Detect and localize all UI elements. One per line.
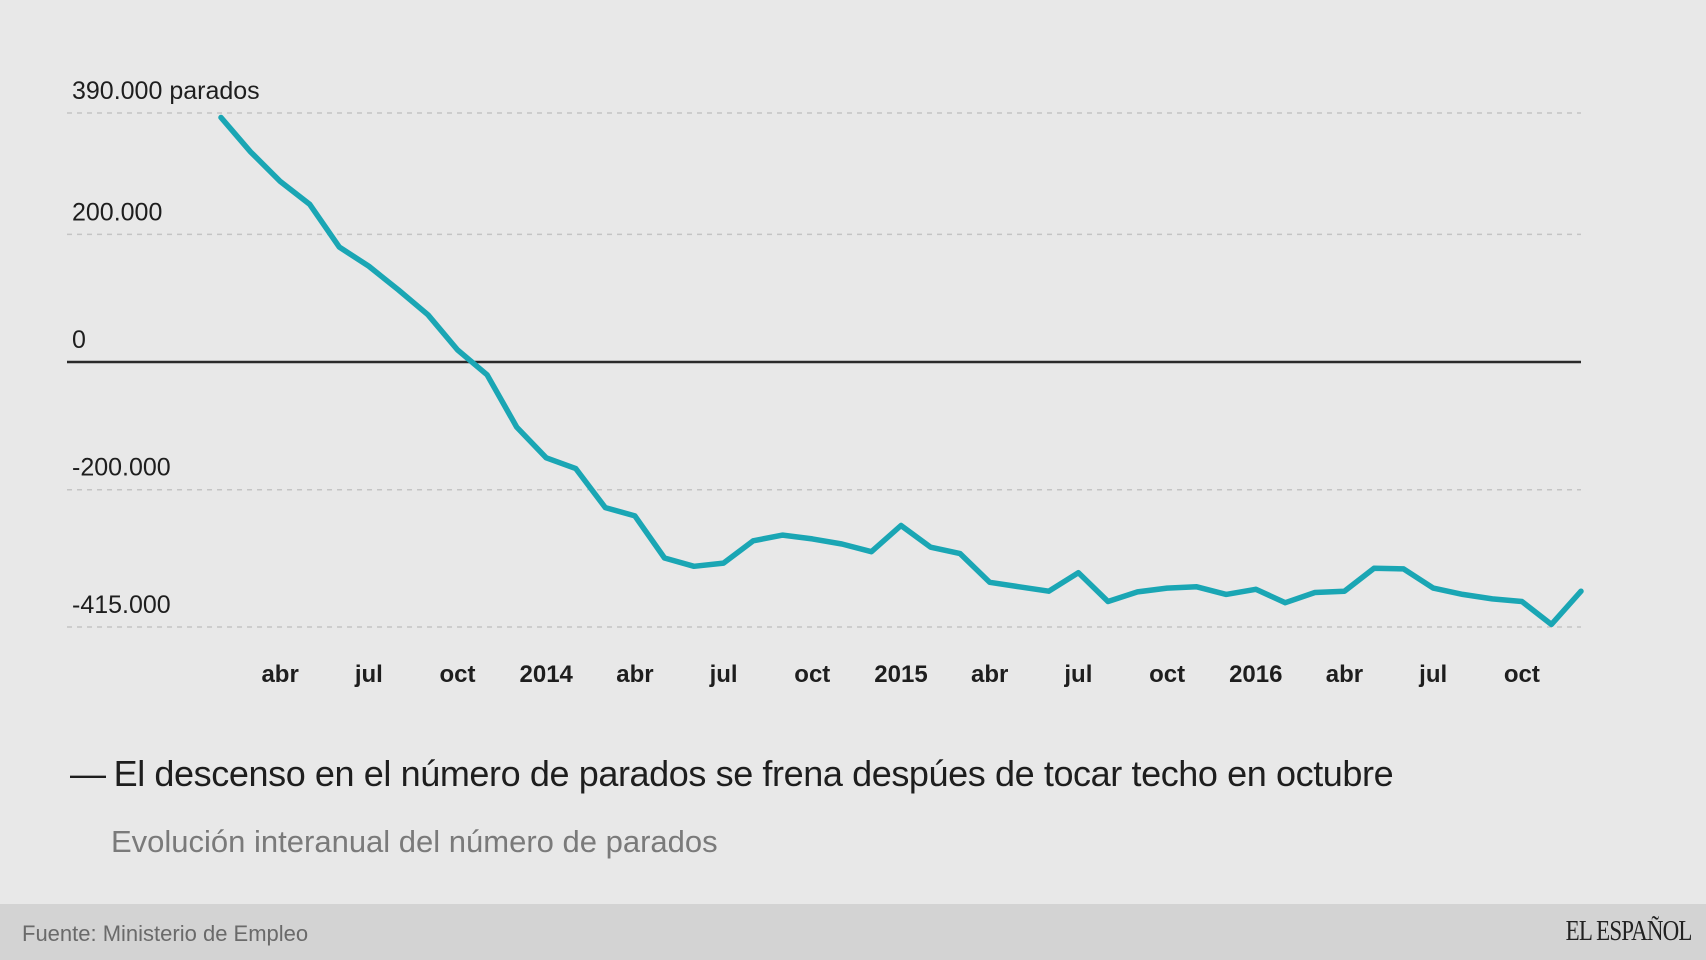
x-tick-label: oct (440, 661, 476, 688)
line-chart: 390.000 parados200.0000-200.000-415.000 … (67, 77, 1584, 688)
y-axis-labels: 390.000 parados 200.000 0 -200.000 -415.000 (72, 77, 260, 619)
x-tick-label: oct (1149, 661, 1185, 688)
y-tick-label: -415.000 (72, 591, 171, 619)
y-tick-label: 390.000 parados (72, 77, 260, 105)
x-tick-label: oct (1504, 661, 1540, 688)
y-tick-label: 0 (72, 326, 86, 354)
x-tick-label: jul (1418, 661, 1447, 688)
footer-bar: Fuente: Ministerio de Empleo EL ESPAÑOL (0, 904, 1706, 960)
x-tick-label: abr (1326, 661, 1363, 688)
x-tick-label: abr (261, 661, 298, 688)
chart-subtitle: Evolución interanual del número de parad… (111, 824, 718, 859)
x-tick-label: abr (616, 661, 653, 688)
title-text: El descenso en el número de parados se f… (113, 753, 1394, 794)
x-tick-label: jul (354, 661, 383, 688)
el-espanol-logo: EL ESPAÑOL (1566, 916, 1693, 947)
x-tick-label: jul (709, 661, 738, 688)
gridlines (67, 112, 1581, 628)
source-note: Fuente: Ministerio de Empleo (22, 921, 309, 946)
x-tick-label: abr (971, 661, 1008, 688)
y-tick-label: -200.000 (72, 454, 171, 482)
title-dash: — (70, 753, 106, 794)
x-tick-label: jul (1063, 661, 1092, 688)
y-tick-label: 200.000 (72, 198, 162, 226)
x-tick-label: 2014 (520, 661, 574, 688)
chart-title: — El descenso en el número de parados se … (70, 753, 1394, 795)
x-tick-label: 2016 (1229, 661, 1282, 688)
x-tick-label: 2015 (874, 661, 927, 688)
x-tick-label: oct (794, 661, 830, 688)
series-line (218, 114, 1584, 628)
series-layer (218, 114, 1584, 628)
x-axis-labels: abr jul oct 2014 abr jul oct 2015 abr jul oct 2016 a… (261, 661, 1539, 688)
